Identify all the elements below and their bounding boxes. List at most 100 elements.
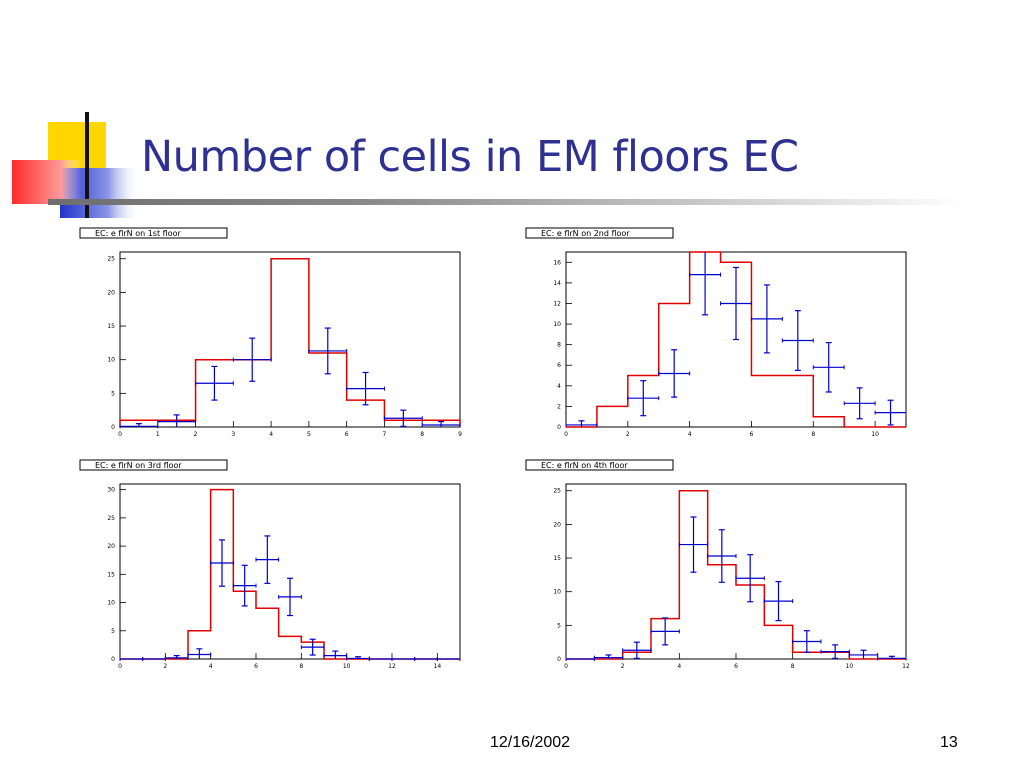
- data-point: [848, 649, 879, 659]
- y-tick-label: 8: [557, 342, 561, 349]
- data-point: [874, 399, 907, 426]
- data-point: [278, 577, 302, 617]
- logo-red-bar: [12, 160, 82, 204]
- x-tick-label: 8: [811, 431, 815, 438]
- data-point: [812, 341, 845, 393]
- data-point: [346, 371, 385, 406]
- chart-4th-floor: EC: e flrN on 4th floor 0 5 10 15 20 25 0 2 4 6 8 10…: [525, 459, 910, 670]
- y-tick-label: 10: [553, 321, 561, 328]
- chart-title: EC: e flrN on 4th floor: [541, 461, 628, 470]
- x-tick-label: 2: [626, 431, 630, 438]
- x-tick-label: 0: [118, 431, 122, 438]
- x-tick-label: 2: [194, 431, 198, 438]
- data-point: [119, 657, 144, 661]
- data-point: [565, 420, 598, 427]
- y-tick-label: 0: [557, 424, 561, 431]
- chart-3rd-floor: EC: e flrN on 3rd floor 0 5 10 15 20 25 30 0 2 4 6 8…: [79, 459, 461, 670]
- data-point: [593, 654, 624, 660]
- y-tick-label: 25: [107, 515, 115, 522]
- data-point: [368, 657, 393, 661]
- y-tick-label: 0: [557, 656, 561, 663]
- data-point: [627, 380, 660, 417]
- chart-panel-4th-floor: EC: e flrN on 4th floor 0 5 10 15 20 25 0 2 4 6 8 10…: [521, 457, 981, 682]
- x-tick-label: 4: [209, 663, 213, 670]
- data-point: [210, 539, 234, 587]
- x-tick-label: 6: [345, 431, 349, 438]
- chart-title-box: [525, 227, 674, 239]
- x-tick-label: 2: [163, 663, 167, 670]
- chart-panel-1st-floor: EC: e flrN on 1st floor 0 5 10 15 20 25 0 1 2 3 4 5 6…: [75, 225, 535, 450]
- x-tick-label: 6: [750, 431, 754, 438]
- x-tick-label: 7: [383, 431, 387, 438]
- data-point: [781, 310, 814, 371]
- x-tick-label: 5: [307, 431, 311, 438]
- data-point: [308, 327, 348, 375]
- logo-vertical-line: [85, 112, 89, 218]
- data-point: [622, 641, 652, 659]
- footer-date: 12/16/2002: [490, 734, 571, 751]
- y-tick-label: 15: [107, 571, 115, 578]
- y-tick-label: 14: [553, 280, 561, 287]
- data-point: [658, 349, 691, 398]
- data-point: [232, 337, 272, 382]
- data-point: [255, 535, 280, 584]
- y-tick-label: 20: [553, 521, 561, 528]
- y-tick-label: 15: [107, 323, 115, 330]
- chart-1st-floor: EC: e flrN on 1st floor 0 5 10 15 20 25 0 1 2 3 4 5 6…: [79, 227, 462, 438]
- chart-title: EC: e flrN on 3rd floor: [95, 461, 182, 470]
- x-tick-label: 14: [434, 663, 442, 670]
- data-point: [720, 266, 752, 341]
- y-tick-label: 16: [553, 259, 561, 266]
- y-tick-label: 6: [557, 362, 561, 369]
- x-tick-label: 8: [420, 431, 424, 438]
- data-point: [232, 564, 257, 607]
- x-tick-label: 10: [871, 431, 879, 438]
- x-tick-label: 0: [564, 663, 568, 670]
- x-tick-label: 3: [231, 431, 235, 438]
- data-point: [164, 655, 189, 660]
- y-tick-label: 20: [107, 543, 115, 550]
- data-point: [391, 657, 416, 661]
- x-tick-label: 4: [269, 431, 273, 438]
- x-tick-label: 0: [564, 431, 568, 438]
- data-point: [157, 414, 197, 427]
- data-point: [843, 387, 876, 420]
- data-point: [565, 657, 595, 661]
- y-tick-label: 15: [553, 555, 561, 562]
- y-tick-label: 0: [111, 424, 115, 431]
- page-number: 13: [940, 734, 958, 751]
- y-tick-label: 5: [557, 622, 561, 629]
- chart-title: EC: e flrN on 2nd floor: [541, 229, 630, 238]
- data-point: [119, 423, 159, 429]
- x-tick-label: 4: [677, 663, 681, 670]
- data-point: [792, 630, 822, 653]
- x-tick-label: 12: [388, 663, 396, 670]
- x-tick-label: 6: [254, 663, 258, 670]
- histogram-step-line: [119, 257, 461, 427]
- chart-title-box: [79, 227, 228, 239]
- data-point: [650, 617, 680, 646]
- x-tick-label: 8: [791, 663, 795, 670]
- data-point: [763, 580, 794, 622]
- slide-title: Number of cells in EM floors EC: [141, 132, 799, 182]
- data-point: [383, 409, 423, 427]
- data-point: [142, 657, 166, 661]
- plot-frame: [565, 251, 907, 428]
- y-tick-label: 5: [111, 628, 115, 635]
- data-point: [820, 644, 850, 659]
- y-tick-label: 12: [553, 300, 561, 307]
- y-tick-label: 30: [107, 487, 115, 494]
- data-point: [323, 650, 348, 659]
- data-point: [300, 638, 325, 656]
- chart-title: EC: e flrN on 1st floor: [95, 229, 181, 238]
- x-tick-label: 10: [343, 663, 351, 670]
- x-tick-label: 9: [458, 431, 462, 438]
- y-tick-label: 0: [111, 656, 115, 663]
- x-tick-label: 0: [118, 663, 122, 670]
- chart-title-box: [79, 459, 228, 471]
- y-tick-label: 25: [553, 488, 561, 495]
- y-tick-label: 5: [111, 390, 115, 397]
- y-tick-label: 20: [107, 289, 115, 296]
- x-tick-label: 2: [621, 663, 625, 670]
- x-tick-label: 4: [688, 431, 692, 438]
